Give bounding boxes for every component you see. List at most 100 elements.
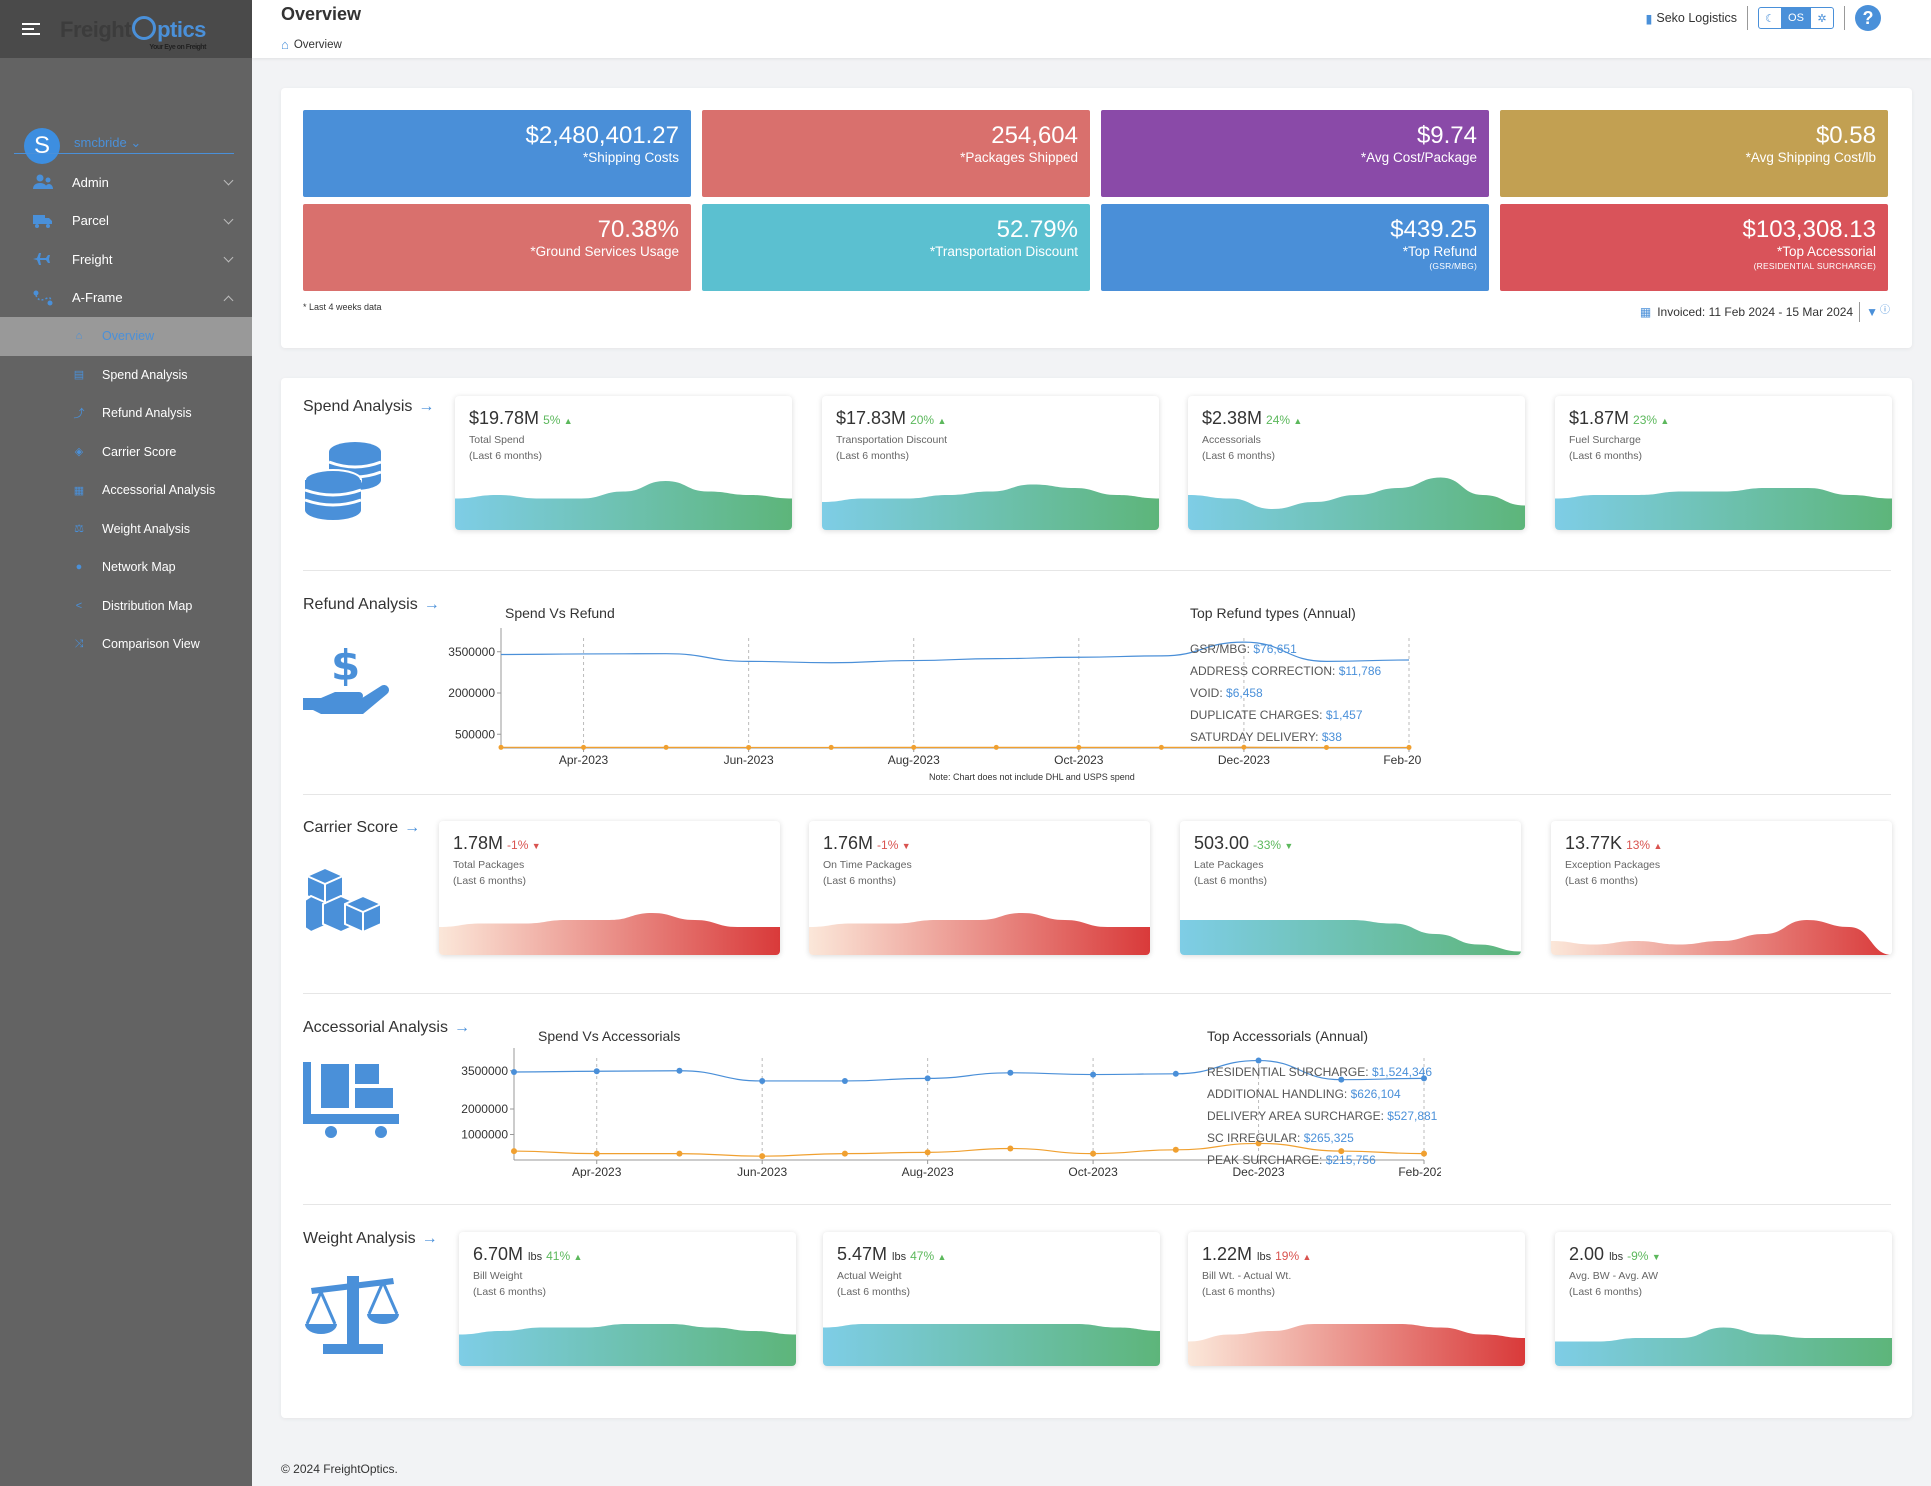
breadcrumb-item[interactable]: Overview [293, 38, 342, 51]
sidebar-subitem-label: Accessorial Analysis [102, 483, 216, 498]
svg-text:$: $ [331, 641, 360, 690]
data-point [1323, 744, 1329, 750]
metric-card[interactable]: 5.47M lbs 47% ▲ Actual Weight (Last 6 mont… [823, 1232, 1160, 1366]
carrier-icon: ◈ [74, 446, 84, 459]
kpi-card: $103,308.13 *Top Accessorial (RESIDENTIA… [1500, 204, 1888, 291]
spend-analysis-link[interactable]: Spend Analysis → [303, 398, 435, 415]
caret-down-icon: ▼ [1284, 841, 1294, 851]
building-icon: ▮ [1645, 11, 1653, 26]
kpi-card: 70.38% *Ground Services Usage [303, 204, 691, 291]
company-selector[interactable]: ▮ Seko Logistics [1645, 11, 1738, 26]
trend-area [809, 913, 1150, 955]
caret-up-icon: ▲ [1653, 841, 1663, 851]
metric-card[interactable]: 2.00 lbs -9% ▼ Avg. BW - Avg. AW (Last 6 m… [1555, 1232, 1892, 1366]
sidebar-item-parcel[interactable]: Parcel [0, 202, 252, 241]
metric-value: 2.00 lbs -9% ▼ [1569, 1244, 1661, 1264]
route-icon [32, 290, 54, 306]
list-item: PEAK SURCHARGE: $215,756 [1207, 1153, 1376, 1167]
metric-card[interactable]: 503.00 -33% ▼ Late Packages (Last 6 months… [1180, 821, 1521, 955]
sidebar-subitem-label: Carrier Score [102, 444, 177, 459]
trend-sparkline [823, 1324, 1160, 1366]
weight-icon: ⚖ [74, 523, 84, 536]
trend-area [1551, 920, 1892, 955]
metric-card[interactable]: $1.87M 23% ▲ Fuel Surcharge (Last 6 months… [1555, 396, 1892, 530]
metric-change: 47% ▲ [910, 1249, 947, 1263]
metric-change: 23% ▲ [1633, 413, 1670, 427]
trend-area [455, 481, 792, 530]
y-tick-label: 1000000 [461, 1128, 508, 1142]
x-tick-label: Dec-2023 [1233, 1165, 1285, 1178]
metric-label: Total Packages (Last 6 months) [453, 859, 526, 887]
weight-analysis-link[interactable]: Weight Analysis → [303, 1230, 438, 1247]
list-item: VOID: $6,458 [1190, 686, 1263, 700]
metric-card[interactable]: 1.78M -1% ▼ Total Packages (Last 6 months) [439, 821, 780, 955]
sun-icon[interactable]: ✲ [1817, 12, 1827, 25]
metric-value: 1.22M lbs 19% ▲ [1202, 1244, 1312, 1264]
accessorial-chart-title: Spend Vs Accessorials [538, 1028, 681, 1044]
sidebar-nav: Admin Parcel Freight A-Frame ⌂ Overview … [0, 163, 252, 664]
refund-analysis-link[interactable]: Refund Analysis → [303, 596, 440, 613]
sidebar-subitem-spend-analysis[interactable]: ▤ Spend Analysis [0, 356, 252, 395]
metric-card[interactable]: 13.77K 13% ▲ Exception Packages (Last 6 mo… [1551, 821, 1892, 955]
metric-card[interactable]: $2.38M 24% ▲ Accessorials (Last 6 months) [1188, 396, 1525, 530]
menu-toggle-icon[interactable] [22, 23, 40, 35]
data-point [593, 1068, 600, 1075]
user-name-dropdown[interactable]: smcbride ⌄ [74, 134, 142, 150]
sidebar-item-freight[interactable]: Freight [0, 240, 252, 279]
carrier-score-link[interactable]: Carrier Score → [303, 819, 421, 836]
sidebar-subitem-refund-analysis[interactable]: ⤴ Refund Analysis [0, 394, 252, 433]
metric-card[interactable]: 6.70M lbs 41% ▲ Bill Weight (Last 6 months… [459, 1232, 796, 1366]
metric-card[interactable]: 1.76M -1% ▼ On Time Packages (Last 6 month… [809, 821, 1150, 955]
user-profile[interactable]: S smcbride ⌄ [0, 58, 252, 203]
chevron-down-icon [223, 252, 234, 263]
data-point [676, 1150, 683, 1157]
breadcrumb[interactable]: ⌂ Overview [281, 37, 342, 52]
accessorial-analysis-link[interactable]: Accessorial Analysis → [303, 1019, 470, 1036]
trend-sparkline [809, 913, 1150, 955]
filter-icon[interactable]: ▼ [1866, 305, 1878, 319]
trend-sparkline [1555, 488, 1892, 530]
arrow-right-icon: → [423, 596, 440, 613]
metric-card[interactable]: $17.83M 20% ▲ Transportation Discount (Las… [822, 396, 1159, 530]
kpi-card: 254,604 *Packages Shipped [702, 110, 1090, 197]
sidebar-subitem-weight-analysis[interactable]: ⚖ Weight Analysis [0, 510, 252, 549]
metric-change: -1% ▼ [507, 838, 541, 852]
data-point [828, 744, 834, 750]
metric-change: -33% ▼ [1253, 838, 1294, 852]
metric-card[interactable]: $19.78M 5% ▲ Total Spend (Last 6 months) [455, 396, 792, 530]
moon-icon[interactable]: ☾ [1765, 12, 1775, 25]
spend-vs-refund-chart: 3500000 2000000 500000 Apr-2023 Jun-2023 Aug-… [448, 628, 1421, 767]
kpi-value: 254,604 [991, 122, 1078, 149]
info-icon[interactable]: ⓘ [1880, 304, 1890, 316]
help-icon[interactable]: ? [1855, 5, 1881, 31]
sidebar-item-admin[interactable]: Admin [0, 163, 252, 202]
metric-label: Bill Wt. - Actual Wt. (Last 6 months) [1202, 1270, 1292, 1298]
list-item: SC IRREGULAR: $265,325 [1207, 1131, 1354, 1145]
data-point [1338, 1148, 1345, 1155]
sidebar-item-aframe[interactable]: A-Frame [0, 279, 252, 318]
kpi-note: * Last 4 weeks data [303, 302, 382, 312]
kpi-value: $0.58 [1815, 122, 1876, 149]
metric-label: Transportation Discount (Last 6 months) [836, 434, 948, 462]
refund-list-title: Top Refund types (Annual) [1190, 605, 1356, 621]
data-point [511, 1148, 517, 1155]
metric-card[interactable]: 1.22M lbs 19% ▲ Bill Wt. - Actual Wt. (Las… [1188, 1232, 1525, 1366]
home-icon: ⌂ [281, 37, 289, 52]
metric-value: 1.78M -1% ▼ [453, 833, 541, 853]
sidebar-subitem-accessorial-analysis[interactable]: ▦ Accessorial Analysis [0, 471, 252, 510]
y-tick-label: 3500000 [448, 645, 495, 659]
caret-up-icon: ▲ [1302, 1252, 1312, 1262]
sidebar-subitem-comparison-view[interactable]: ⤨ Comparison View [0, 625, 252, 664]
data-point [1007, 1145, 1014, 1152]
chevron-down-icon [223, 214, 234, 224]
sidebar-subitem-network-map[interactable]: ● Network Map [0, 548, 252, 587]
metric-value: $17.83M 20% ▲ [836, 408, 947, 428]
theme-os-button[interactable]: OS [1781, 8, 1811, 28]
trend-area [823, 1324, 1160, 1366]
sidebar-subitem-carrier-score[interactable]: ◈ Carrier Score [0, 433, 252, 472]
data-point [1241, 744, 1247, 750]
sidebar-subitem-distribution-map[interactable]: < Distribution Map [0, 587, 252, 626]
sidebar-subitem-overview[interactable]: ⌂ Overview [0, 317, 252, 356]
series-line [500, 641, 1410, 664]
app-logo[interactable]: Freight ptics Your Eye on Freight [60, 15, 206, 51]
